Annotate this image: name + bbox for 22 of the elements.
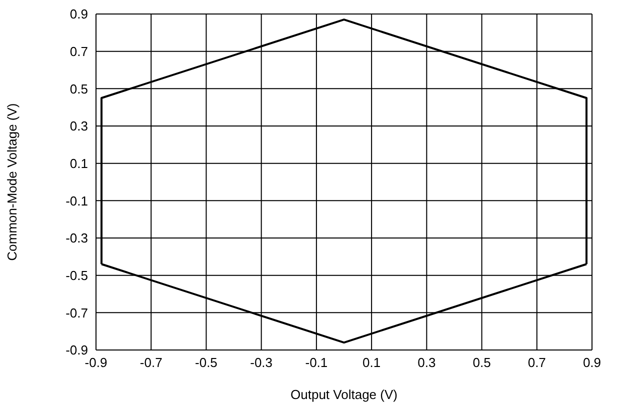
x-tick-label: 0.5 [472,355,491,370]
x-tick-label: 0.3 [418,355,436,370]
y-tick-label: -0.3 [66,230,88,246]
x-tick-label: -0.5 [195,355,218,370]
x-axis-title: Output Voltage (V) [290,387,398,402]
y-tick-label: -0.1 [66,193,88,208]
x-tick-label: -0.9 [84,355,108,370]
y-tick-label: -0.5 [66,268,88,283]
y-tick-label: -0.9 [66,342,88,358]
x-tick-label: 0.7 [528,355,546,370]
y-tick-label: -0.7 [66,305,88,320]
y-tick-label: 0.5 [70,81,88,96]
y-tick-label: 0.7 [70,44,88,59]
x-tick-label: -0.3 [250,355,273,370]
x-tick-label: -0.7 [140,355,162,370]
x-tick-label: -0.1 [305,355,328,370]
y-tick-label: 0.1 [70,156,88,171]
y-tick-label: 0.9 [70,6,88,22]
x-tick-label: 0.9 [582,355,602,370]
y-axis-title: Common-Mode Voltage (V) [4,103,20,261]
x-tick-label: 0.1 [362,355,381,370]
y-tick-label: 0.3 [70,118,88,134]
